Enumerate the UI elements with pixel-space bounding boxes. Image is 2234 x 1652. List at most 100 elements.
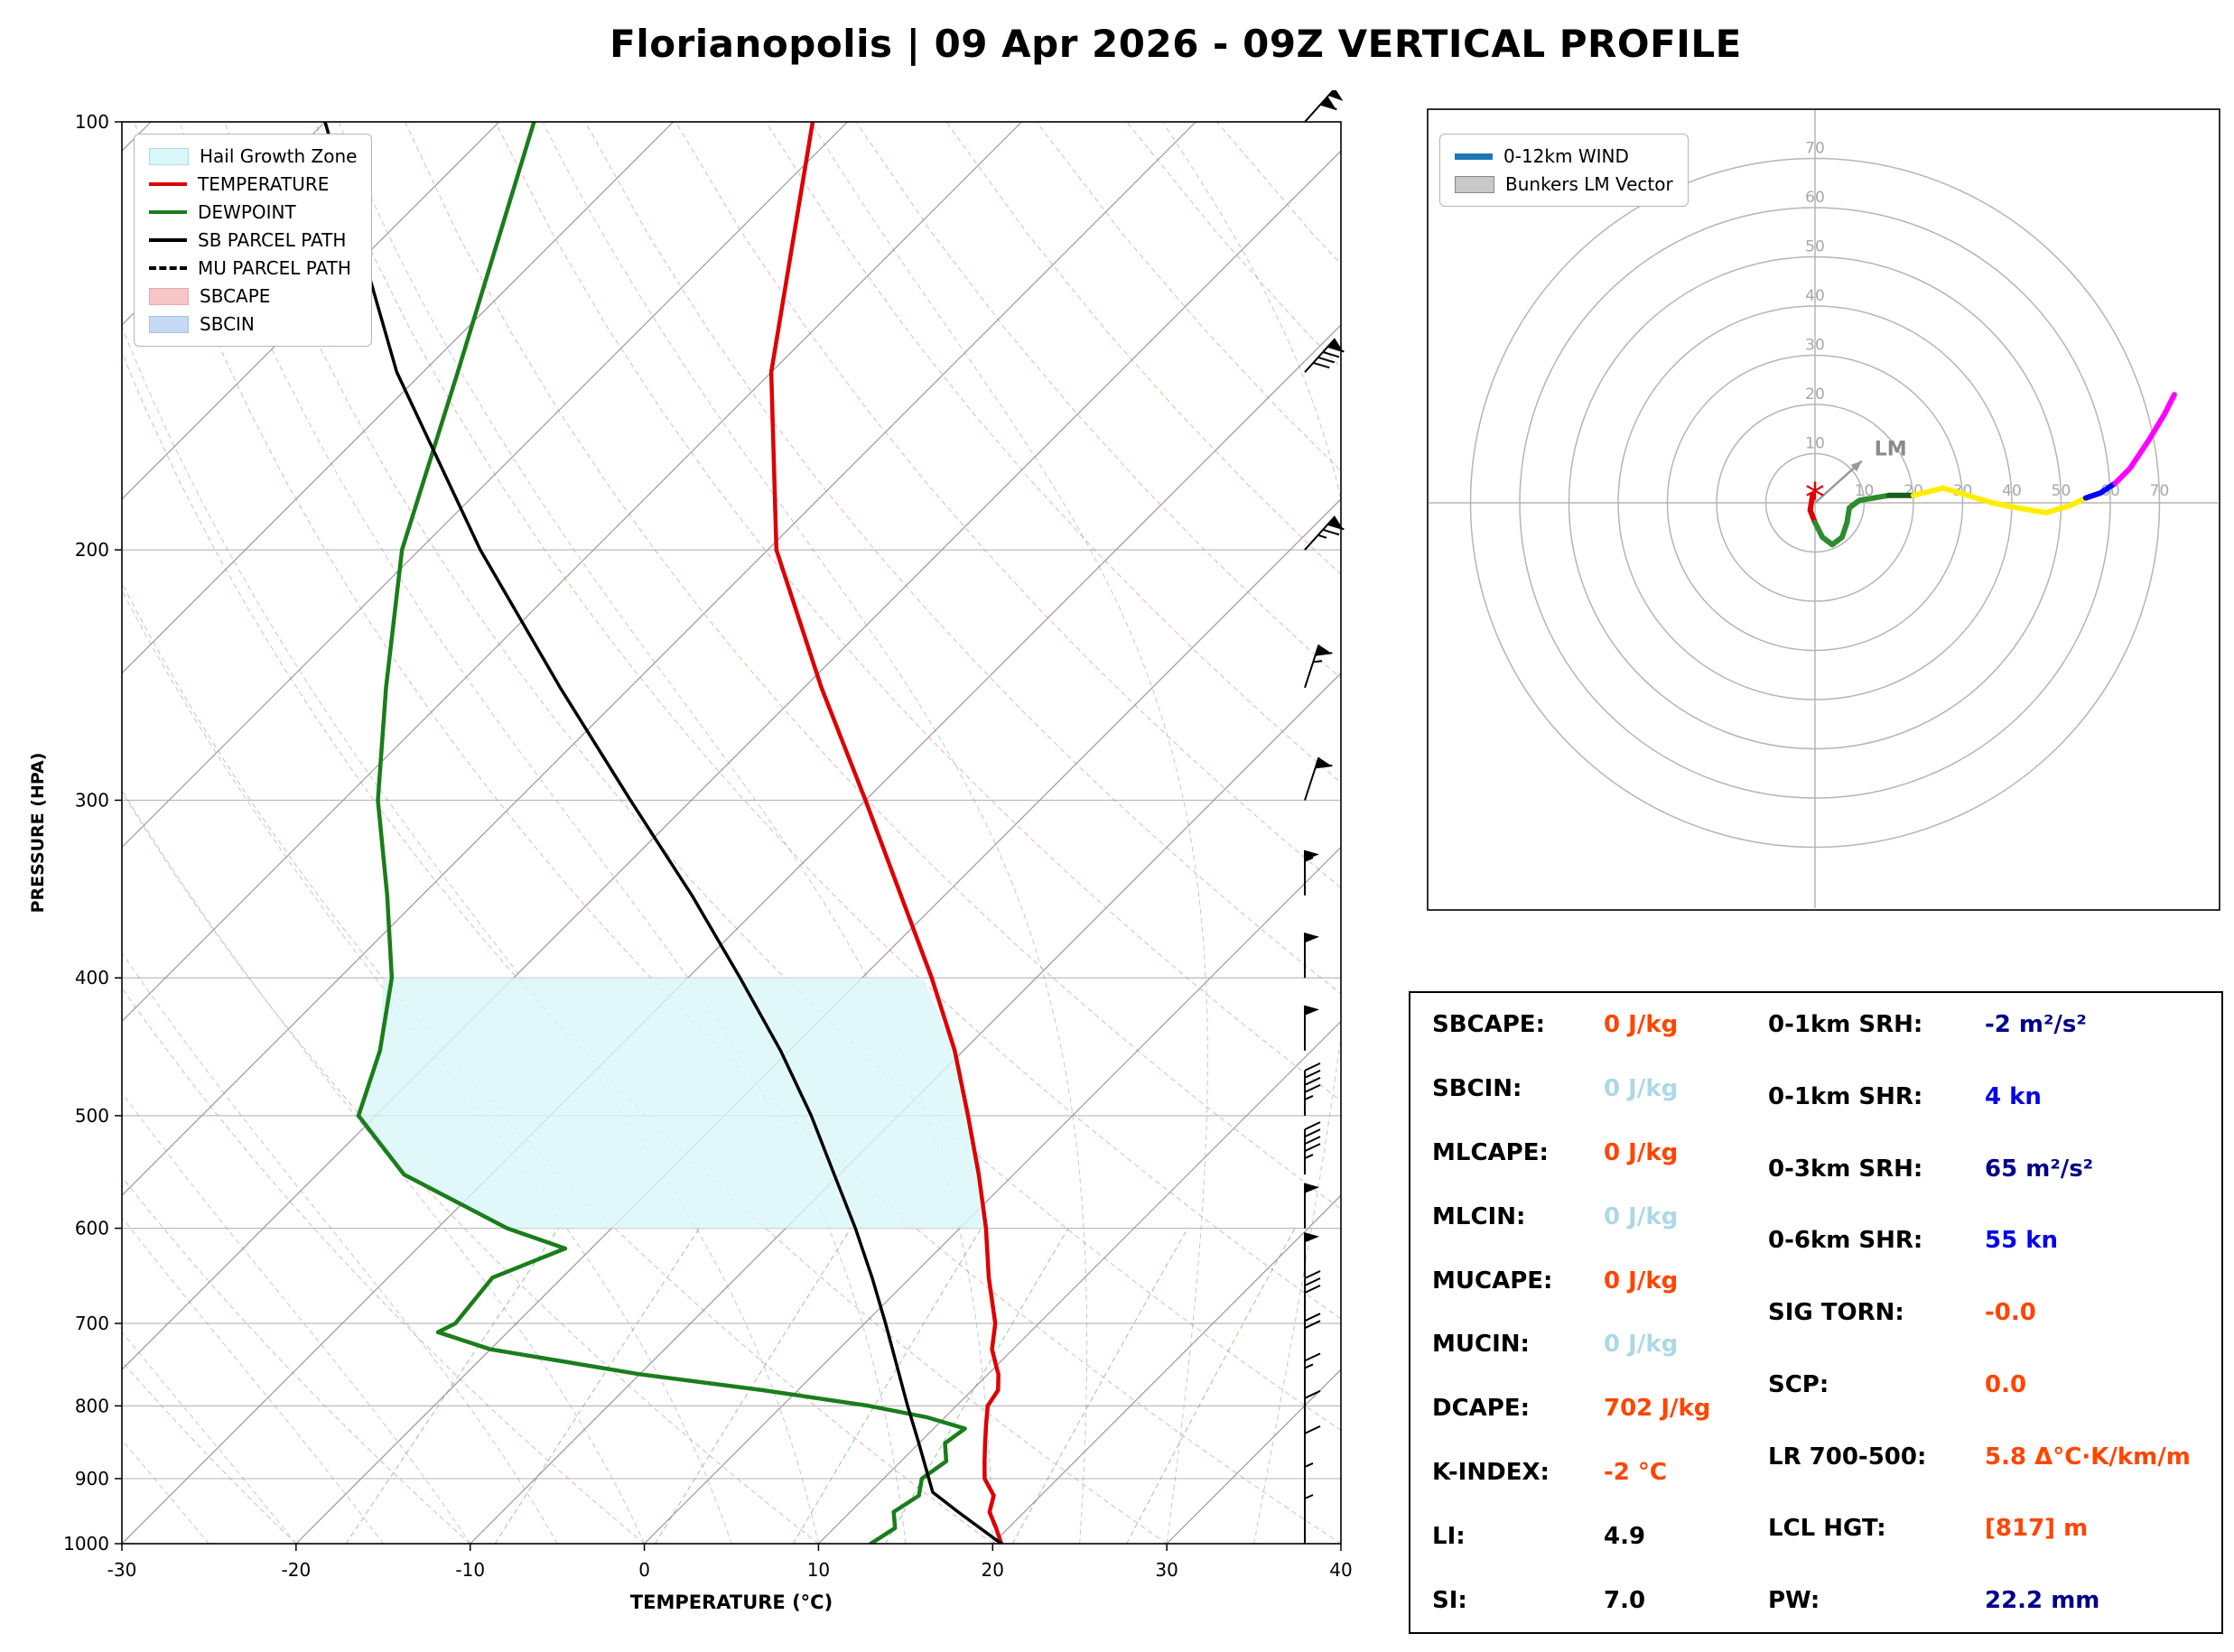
hodo-wind-trace: [2112, 392, 2177, 487]
stat-value: 55 kn: [1985, 1227, 2059, 1255]
stat-label: MLCIN:: [1432, 1202, 1526, 1230]
temperature-tick-label: -20: [282, 1559, 312, 1581]
stat-label: DCAPE:: [1432, 1395, 1530, 1423]
pressure-tick-label: 400: [75, 967, 109, 988]
isotherm-line: [1340, 1543, 1341, 1544]
isotherm-line: [295, 498, 1341, 1544]
legend-label: SBCAPE: [200, 285, 271, 307]
mixing-ratio-line: [1011, 1228, 1188, 1544]
stat-row-sigtorn: SIG TORN: -0.0: [1768, 1299, 2220, 1326]
hail-growth-zone-swatch: [149, 147, 189, 165]
skewt-legend: Hail Growth Zone TEMPERATURE DEWPOINT SB PA…: [134, 134, 373, 347]
legend-item: Hail Growth Zone: [149, 145, 357, 167]
stat-label: K-INDEX:: [1432, 1459, 1550, 1487]
hodo-ring-label: 70: [1805, 140, 1825, 158]
stat-label: 0-1km SRH:: [1768, 1011, 1923, 1038]
wind-barb: [1304, 1232, 1319, 1278]
stat-label: 0-3km SRH:: [1768, 1155, 1923, 1183]
wind-barb: [1304, 1183, 1319, 1229]
dry-adiabat-line: [1216, 122, 1341, 265]
isotherm-line: [122, 122, 1196, 1197]
sbcin-swatch: [149, 315, 189, 333]
dry-adiabat-line: [945, 122, 1341, 575]
stat-row-dcape: DCAPE: 702 J/kg: [1432, 1395, 1746, 1422]
stat-value: -2 m²/s²: [1985, 1011, 2087, 1038]
hodo-ring-label: 30: [1805, 337, 1825, 355]
hodograph-legend: 0-12km WIND Bunkers LM Vector: [1439, 134, 1689, 207]
legend-label: TEMPERATURE: [198, 173, 330, 195]
curve-mu-parcel-path: [323, 122, 1003, 1544]
dry-adiabat-line: [494, 122, 1341, 1101]
moist-adiabat-line: [811, 123, 1208, 1544]
dewpoint-swatch: [149, 210, 187, 214]
bunkers-lm-arrowhead: [1850, 460, 1862, 472]
x-axis-label: TEMPERATURE (°C): [630, 1592, 833, 1613]
hodo-wind-trace: [1807, 492, 1818, 525]
mixing-ratio-line: [345, 1228, 559, 1544]
curve-temperature: [768, 122, 1004, 1544]
hodo-ring-label: 10: [1805, 435, 1825, 453]
moist-adiabat-line: [122, 589, 732, 1544]
stat-value: 702 J/kg: [1604, 1395, 1711, 1423]
skewt-frame: [121, 121, 1342, 1545]
page-title: Florianopolis | 09 Apr 2026 - 09Z VERTIC…: [610, 22, 1742, 66]
legend-item: MU PARCEL PATH: [149, 257, 357, 279]
hodo-ring: [1716, 404, 1914, 602]
stat-value: 7.0: [1604, 1586, 1646, 1614]
y-axis-label: PRESSURE (HPA): [28, 753, 48, 914]
stat-row-si: SI: 7.0: [1432, 1587, 1746, 1614]
isotherm-line: [122, 324, 1341, 1544]
legend-label: 0-12km WIND: [1503, 145, 1629, 167]
stat-value: 0 J/kg: [1604, 1011, 1679, 1038]
stat-value: 65 m²/s²: [1985, 1155, 2094, 1183]
isotherm-line: [122, 122, 500, 500]
pressure-tick-label: 200: [75, 539, 109, 561]
dry-adiabat-line: [405, 122, 1341, 1210]
stat-row-mlcape: MLCAPE: 0 J/kg: [1432, 1139, 1746, 1166]
wind-barb: [1304, 515, 1345, 551]
hodo-ring-label: 10: [1855, 482, 1875, 500]
temperature-tick-label: 30: [1155, 1559, 1178, 1581]
dry-adiabat-line: [224, 122, 1341, 1432]
curve-dewpoint: [356, 122, 967, 1544]
sb-parcel-path-swatch: [149, 238, 187, 242]
bunkers-lm-vector-swatch: [1455, 175, 1494, 193]
isotherm-line: [122, 122, 848, 849]
legend-label: Hail Growth Zone: [200, 145, 358, 167]
mixing-ratio-line: [654, 1228, 852, 1544]
temperature-tick-label: 10: [807, 1559, 830, 1581]
wind-barb: [1304, 338, 1345, 373]
legend-item: Bunkers LM Vector: [1455, 173, 1673, 195]
stat-label: LI:: [1432, 1523, 1466, 1550]
stat-row-0-1kmshr: 0-1km SHR: 4 kn: [1768, 1083, 2220, 1110]
temperature-tick-label: -10: [455, 1559, 485, 1581]
pressure-tick-label: 600: [75, 1218, 109, 1239]
stat-value: 0.0: [1985, 1370, 2027, 1398]
isotherm-line: [644, 846, 1341, 1544]
dry-adiabat-line: [584, 122, 1341, 995]
wind-barb: [1304, 1005, 1319, 1051]
wind-barb: [1304, 1389, 1321, 1443]
isotherm-line: [470, 672, 1341, 1544]
wind-barb: [1304, 849, 1319, 896]
stat-value: 0 J/kg: [1604, 1331, 1679, 1359]
wind-barb: [1304, 1425, 1321, 1479]
stat-label: 0-6km SHR:: [1768, 1227, 1923, 1255]
stat-label: SIG TORN:: [1768, 1299, 1904, 1326]
stat-row-mucin: MUCIN: 0 J/kg: [1432, 1331, 1746, 1358]
stat-value: 0 J/kg: [1604, 1138, 1679, 1166]
stat-label: SBCAPE:: [1432, 1011, 1545, 1038]
hodo-ring: [1469, 157, 2161, 849]
stat-row-lr700-500: LR 700-500: 5.8 Δ°C·K/km/m: [1768, 1443, 2220, 1471]
stat-row-sbcape: SBCAPE: 0 J/kg: [1432, 1011, 1746, 1038]
dry-adiabat-line: [314, 122, 1341, 1320]
dry-adiabat-line: [1126, 122, 1341, 368]
wind-barb: [1304, 1313, 1321, 1367]
stat-row-mucape: MUCAPE: 0 J/kg: [1432, 1267, 1746, 1295]
stat-label: 0-1km SHR:: [1768, 1082, 1923, 1110]
hodo-ring: [1764, 452, 1866, 553]
legend-label: MU PARCEL PATH: [198, 257, 351, 279]
